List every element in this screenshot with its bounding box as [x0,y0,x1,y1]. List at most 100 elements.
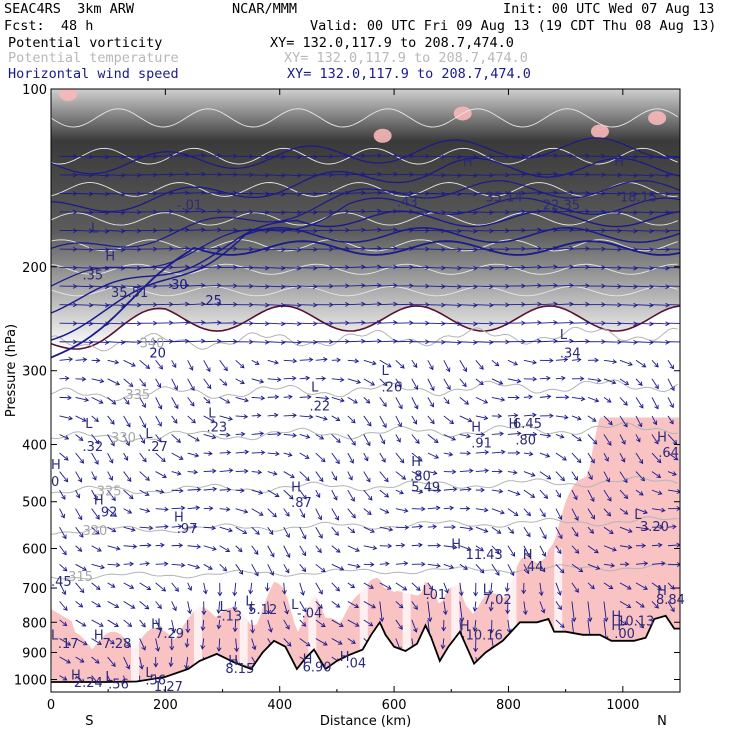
pv-gap [239,548,248,665]
wind-vector [522,601,528,616]
wind-vector [488,601,494,612]
wind-vector [539,413,554,419]
wind-vector [539,545,547,557]
wind-vector [171,488,184,494]
wind-vector [184,638,190,648]
isentrope-label: 330 [111,431,136,446]
wind-vector [395,582,408,591]
wind-vector [635,582,648,590]
wind-vector [523,264,542,270]
wind-vector [555,394,570,400]
wind-vector [91,415,99,423]
wind-vector [667,415,674,425]
wind-vector [459,191,478,197]
wind-vector [475,360,484,370]
wind-vector [75,526,84,538]
wind-vector [635,415,643,428]
wind-vector [203,545,217,551]
value-label: .04 [345,657,366,672]
wind-vector [187,434,200,442]
wind-vector [139,452,147,463]
wind-vector [75,601,84,608]
wind-vector [475,487,485,493]
wind-vector [379,190,398,196]
wind-vector [75,563,87,571]
wind-vector [363,208,382,214]
wind-vector [619,359,633,367]
wind-vector [635,284,654,290]
wind-vector [315,601,323,609]
wind-vector [267,228,286,234]
wind-vector [379,489,390,498]
wind-vector [139,638,146,651]
wind-vector [123,246,142,252]
value-label: 22.35 [543,199,580,214]
low-marker: L [105,670,113,685]
wind-vector [475,507,489,513]
wind-vector [603,562,616,568]
wind-vector [475,172,494,178]
wind-vector [379,434,386,445]
wind-vector [153,657,159,668]
wind-vector [283,284,302,290]
wind-vector [555,245,574,251]
wind-vector [475,563,485,574]
wind-vector [139,378,146,387]
wind-vector [219,468,234,474]
wind-vector [571,338,590,344]
wind-vector [363,190,382,196]
wind-vector [411,471,422,477]
high-marker: H [471,420,481,435]
wind-vector [267,489,280,498]
wind-vector [571,601,577,623]
wind-vector [123,191,142,197]
wind-vector [283,210,302,216]
wind-vector [171,171,190,177]
wind-vector [267,619,273,633]
wind-vector [427,339,446,345]
wind-vector [427,321,446,327]
wind-vector [507,526,515,534]
isentrope-330 [51,422,678,443]
value-label: 10.16 [466,628,503,643]
wind-vector [379,471,389,483]
wind-vector [635,543,647,549]
wind-vector [123,471,132,483]
wind-vector [411,582,421,591]
wind-vector [283,173,302,178]
wind-vector [491,449,506,455]
value-label: .91 [471,437,492,452]
field-wind-name: Horizontal wind speed [8,66,179,82]
wind-vector [395,489,404,495]
wind-vector [363,601,376,609]
wind-vector [667,471,677,476]
wind-vector [667,542,680,548]
wind-vector [267,359,279,365]
wind-vector [635,173,654,178]
wind-vector [507,508,519,516]
wind-vector [139,582,152,591]
wind-vector [379,543,393,549]
wind-vector [443,434,457,441]
wind-vector [107,173,126,178]
wind-vector [75,434,84,441]
wind-vector [315,619,326,628]
wind-vector [395,359,405,369]
isentrope-335 [51,379,678,402]
wind-vector [283,375,297,381]
wind-vector [299,619,307,627]
wind-vector [331,415,341,422]
x-axis-label: Distance (km) [320,714,411,729]
high-marker: H [174,510,184,525]
wind-vector [235,414,249,419]
wind-vector [91,434,100,445]
wind-vector [59,508,65,519]
wind-vector [379,526,394,532]
wind-vector [475,396,489,404]
wind-vector [251,209,270,215]
wind-vector [331,471,338,481]
y-tick-label: 500 [22,496,47,511]
wind-vector [91,228,110,234]
wind-vector [443,360,451,373]
wind-vector [651,601,659,609]
